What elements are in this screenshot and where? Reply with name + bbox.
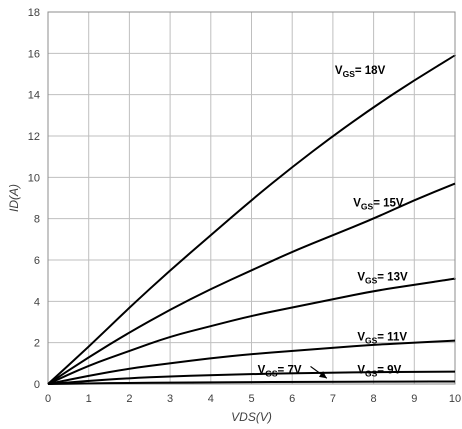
y-tick-label: 2 bbox=[34, 338, 40, 350]
series-line bbox=[47, 380, 455, 385]
series-line bbox=[47, 339, 456, 385]
series-label: VGS= 15V bbox=[353, 197, 404, 211]
x-tick-label: 9 bbox=[411, 393, 417, 405]
series-label: VGS= 7V bbox=[258, 365, 302, 379]
x-tick-label: 7 bbox=[330, 393, 336, 405]
series-lines bbox=[47, 54, 456, 385]
series-label: VGS= 9V bbox=[357, 365, 401, 379]
series-label: VGS= 13V bbox=[357, 272, 408, 286]
x-tick-label: 3 bbox=[167, 393, 173, 405]
plot-frame bbox=[47, 11, 456, 385]
y-tick-label: 0 bbox=[34, 379, 40, 391]
y-axis-ticks: 0 2 4 6 8 10 12 14 16 18 bbox=[28, 7, 40, 391]
x-axis-title: VDS(V) bbox=[231, 410, 272, 424]
series-line bbox=[47, 182, 456, 385]
y-tick-label: 18 bbox=[28, 7, 40, 19]
series-line bbox=[47, 54, 456, 385]
x-tick-label: 10 bbox=[449, 393, 461, 405]
x-tick-label: 1 bbox=[86, 393, 92, 405]
x-tick-label: 2 bbox=[126, 393, 132, 405]
y-tick-label: 8 bbox=[34, 214, 40, 226]
y-tick-label: 12 bbox=[28, 131, 40, 143]
y-tick-label: 6 bbox=[34, 255, 40, 267]
x-tick-label: 5 bbox=[248, 393, 254, 405]
series-labels: VGS= 18V VGS= 15V VGS= 13V VGS= 11V VGS= 9V V… bbox=[258, 65, 408, 379]
series-line bbox=[47, 277, 456, 385]
x-tick-label: 6 bbox=[289, 393, 295, 405]
x-tick-label: 8 bbox=[371, 393, 377, 405]
y-tick-label: 4 bbox=[34, 296, 40, 308]
y-axis-title: ID(A) bbox=[7, 184, 21, 212]
x-tick-label: 4 bbox=[208, 393, 214, 405]
series-label: VGS= 18V bbox=[335, 65, 386, 79]
series-line bbox=[47, 370, 456, 385]
y-tick-label: 10 bbox=[28, 172, 40, 184]
y-tick-label: 16 bbox=[28, 48, 40, 60]
x-tick-label: 0 bbox=[45, 393, 51, 405]
y-tick-label: 14 bbox=[28, 90, 40, 102]
series-label: VGS= 11V bbox=[357, 332, 407, 346]
label-arrow bbox=[310, 365, 328, 379]
x-axis-ticks: 0 1 2 3 4 5 6 7 8 9 10 bbox=[45, 393, 461, 405]
